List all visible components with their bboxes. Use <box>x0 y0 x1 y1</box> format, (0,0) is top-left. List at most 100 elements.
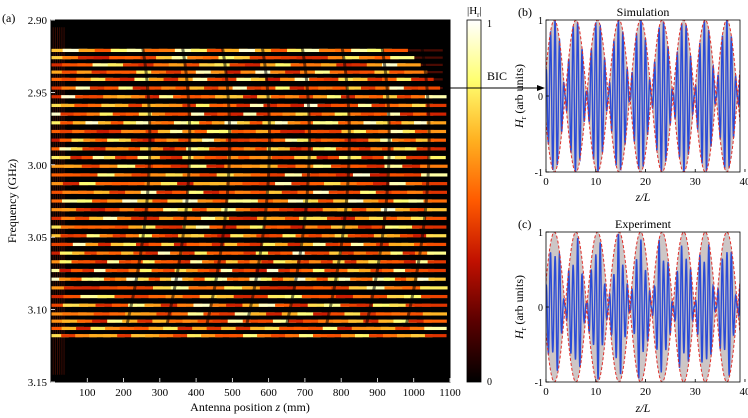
heatmap-cell <box>152 164 181 168</box>
heatmap-cell <box>410 334 433 338</box>
heatmap-cell <box>105 326 128 331</box>
heatmap-cell <box>382 268 400 273</box>
heatmap-cell <box>303 199 327 203</box>
heatmap-cell <box>297 312 322 316</box>
heatmap-cell <box>325 242 346 247</box>
y-axis-label-b: Hr (arb units) <box>512 64 528 129</box>
heatmap-row <box>51 334 447 338</box>
heatmap-cell <box>159 216 181 220</box>
heatmap-cell <box>425 225 447 229</box>
heatmap-cell <box>163 147 181 151</box>
heatmap-row <box>51 251 447 255</box>
heatmap-cell <box>61 326 84 331</box>
heatmap-cell <box>206 286 234 290</box>
heatmap-cell <box>270 70 294 74</box>
x-axis-label-a: Antenna position z (mm) <box>190 400 310 414</box>
heatmap-cell <box>282 234 303 238</box>
heatmap-cell <box>206 251 226 255</box>
heatmap-cell <box>393 319 417 323</box>
heatmap-cell <box>301 268 320 273</box>
heatmap-cell <box>177 208 201 212</box>
heatmap-cell <box>116 147 135 151</box>
panel-b-title: Simulation <box>617 5 670 19</box>
heatmap-cell <box>242 303 268 307</box>
bic-label: BIC <box>487 69 507 83</box>
heatmap-cell <box>249 242 270 247</box>
heatmap-cell <box>391 312 416 316</box>
heatmap-cell <box>188 164 217 168</box>
heatmap-cell <box>378 129 398 134</box>
heatmap-cell <box>261 260 280 264</box>
heatmap-cell <box>324 182 350 186</box>
heatmap-cell <box>182 129 202 134</box>
heatmap-cell <box>51 190 71 194</box>
heatmap-cell <box>398 103 420 108</box>
heatmap-cell <box>360 312 385 316</box>
heatmap-cell <box>195 70 219 74</box>
heatmap-cell <box>383 155 402 160</box>
heatmap-cell <box>428 147 446 151</box>
heatmap-row <box>51 86 441 90</box>
heatmap-cell <box>336 63 360 67</box>
plot-b <box>546 20 740 172</box>
heatmap-cell <box>271 216 293 220</box>
heatmap-cell <box>51 138 67 142</box>
heatmap-cell <box>238 155 256 160</box>
heatmap-cell <box>119 77 143 81</box>
heatmap-cell <box>405 303 431 307</box>
heatmap-cell <box>193 277 211 281</box>
heatmap-cell <box>374 56 399 60</box>
heatmap-cell <box>255 251 275 255</box>
heatmap-cell <box>395 326 418 331</box>
heatmap-cell <box>51 334 69 338</box>
heatmap-cell <box>70 268 89 273</box>
heatmap-cell <box>351 208 375 212</box>
y-axis-label-a: Frequency (GHz) <box>5 159 19 243</box>
heatmap-cell <box>220 268 239 273</box>
heatmap-cell <box>95 182 121 186</box>
heatmap-cell <box>125 234 146 238</box>
heatmap-cell <box>373 182 399 186</box>
heatmap-cell <box>159 95 181 99</box>
heatmap-cell <box>191 234 212 238</box>
heatmap-cell <box>230 112 251 116</box>
heatmap-cell <box>99 234 120 238</box>
x-tick-label: 0 <box>543 386 549 398</box>
heatmap-cell <box>213 260 233 264</box>
heatmap-cell <box>59 277 77 281</box>
heatmap-cell <box>61 95 83 99</box>
heatmap-cell <box>92 63 117 67</box>
heatmap-cell <box>130 138 150 142</box>
heatmap-cell <box>80 294 107 299</box>
heatmap-cell <box>193 303 219 307</box>
heatmap-cell <box>51 95 69 99</box>
heatmap-cell <box>285 95 307 99</box>
heatmap-cell <box>328 312 353 316</box>
heatmap-cell <box>313 190 338 194</box>
heatmap-cell <box>224 164 252 168</box>
heatmap-cell <box>51 48 72 53</box>
heatmap-cell <box>321 112 342 116</box>
heatmap-cell <box>81 277 99 281</box>
heatmap-cell <box>203 312 228 316</box>
heatmap-cell <box>285 260 304 264</box>
heatmap-cell <box>313 164 341 168</box>
heatmap-cell <box>405 182 431 186</box>
heatmap-cell <box>278 147 297 151</box>
heatmap-cell <box>99 286 128 290</box>
heatmap-cell <box>281 312 306 316</box>
heatmap-cell <box>126 155 144 160</box>
heatmap-cell <box>235 326 259 331</box>
heatmap-cell <box>293 326 317 331</box>
heatmap-cell <box>195 225 217 229</box>
heatmap-cell <box>382 95 405 99</box>
x-tick-label-a: 800 <box>333 387 350 399</box>
heatmap-row <box>51 268 446 273</box>
heatmap-cell <box>59 251 79 255</box>
heatmap-cell <box>371 225 393 229</box>
heatmap-cell <box>151 234 173 238</box>
heatmap-cell <box>338 77 361 81</box>
x-tick-label-a: 300 <box>152 387 169 399</box>
